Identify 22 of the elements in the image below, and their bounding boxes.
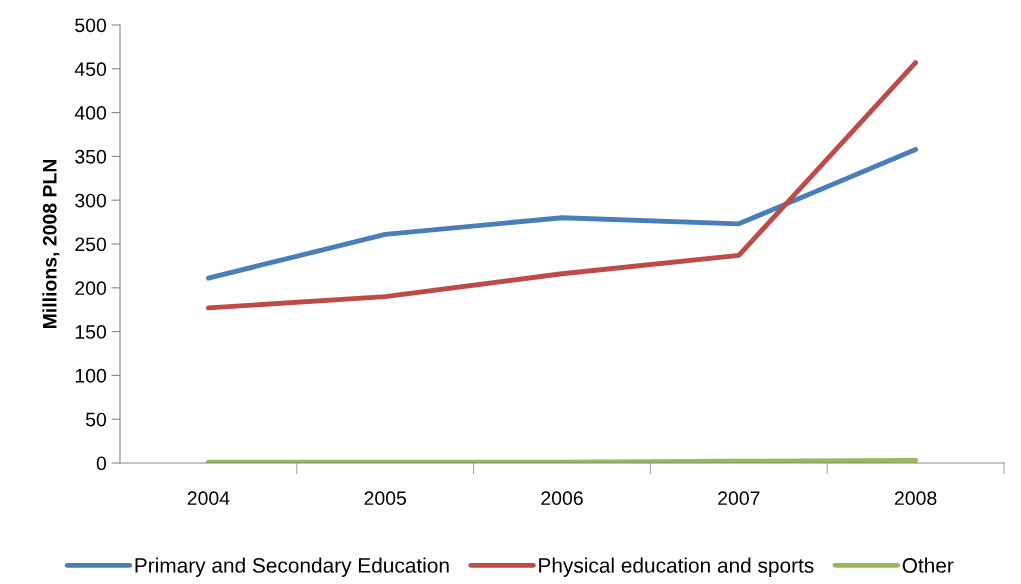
x-tick-label: 2008	[894, 491, 937, 506]
line-series	[205, 146, 919, 281]
y-tick-label: 0	[96, 456, 107, 471]
y-axis-title: Millions, 2008 PLN	[42, 159, 60, 329]
y-tick-label: 100	[75, 368, 107, 383]
x-tick-label: 2007	[718, 491, 760, 506]
y-tick-label: 250	[75, 237, 107, 252]
legend-label: Other	[902, 557, 954, 573]
y-tick-label: 300	[75, 193, 107, 208]
y-tick-label: 500	[75, 18, 107, 33]
line-series	[205, 60, 919, 311]
y-tick-label: 200	[75, 281, 107, 296]
y-tick-label: 50	[85, 412, 107, 427]
y-tick-label: 150	[75, 325, 107, 339]
x-tick-label: 2006	[541, 491, 583, 506]
x-tick-label: 2004	[187, 491, 230, 506]
y-tick-label: 350	[75, 149, 107, 164]
legend-label: Primary and Secondary Education	[135, 557, 449, 577]
legend-label: Physical education and sports	[539, 557, 814, 577]
y-tick-label: 400	[74, 106, 107, 120]
x-tick-label: 2005	[364, 491, 407, 506]
y-tick-label: 450	[74, 62, 107, 77]
